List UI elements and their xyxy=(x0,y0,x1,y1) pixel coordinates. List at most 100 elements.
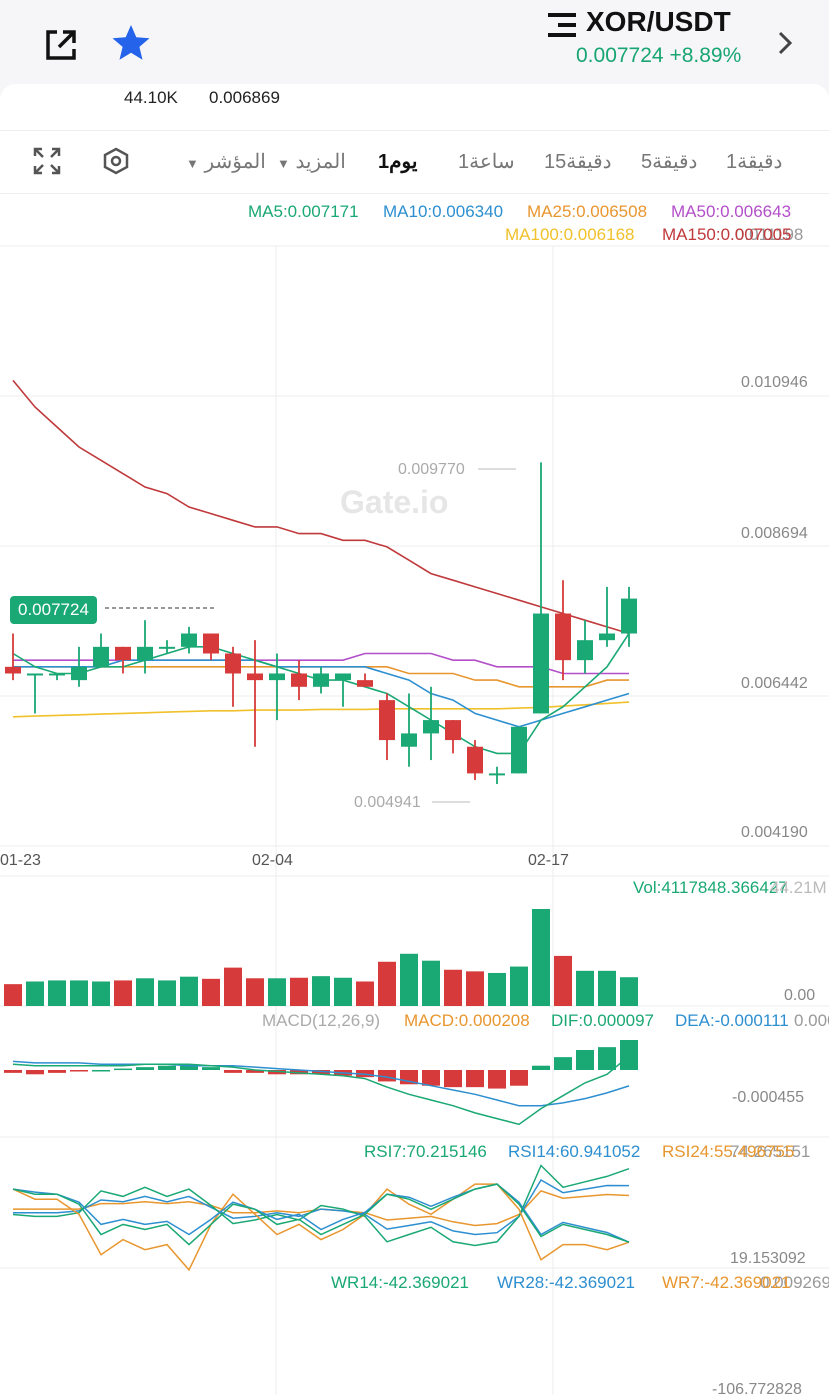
macd-histogram-bar xyxy=(48,1070,66,1073)
stats-row: 44.10K 0.006869 xyxy=(0,84,829,130)
volume-bar xyxy=(620,977,638,1006)
tab-15m[interactable]: 15دقيقة xyxy=(544,151,612,173)
macd-histogram-bar xyxy=(466,1070,484,1088)
candle-body xyxy=(467,746,483,774)
ma5-label: MA5:0.007171 xyxy=(248,202,359,221)
macd-dea-line xyxy=(12,1060,630,1107)
high-price-label: 0.009770 xyxy=(398,461,465,478)
volume-bar xyxy=(400,953,418,1006)
candle-body xyxy=(423,720,439,734)
tab-1h[interactable]: 1ساعة xyxy=(458,151,515,173)
volume-overlap: 44.21M xyxy=(770,878,827,897)
candle-body xyxy=(401,733,417,747)
candle-body xyxy=(357,680,373,687)
candle-body xyxy=(335,673,351,681)
candle-body xyxy=(5,666,21,674)
macd-histogram-bar xyxy=(488,1070,506,1089)
candle-body xyxy=(533,613,549,714)
wr14-label: WR14:-42.369021 xyxy=(331,1273,469,1292)
volume-bar xyxy=(48,980,66,1006)
volume-bar xyxy=(136,978,154,1006)
wr28-line xyxy=(12,1183,630,1243)
price-axis-label: 0.008694 xyxy=(741,525,808,542)
volume-bar xyxy=(444,969,462,1006)
macd-histogram-bar xyxy=(246,1070,264,1073)
volume-bar xyxy=(114,980,132,1006)
volume-label: Vol:4117848.366427 xyxy=(633,878,788,897)
menu-icon[interactable] xyxy=(548,12,576,38)
tab-1m[interactable]: 1دقيقة xyxy=(726,151,783,173)
candle-body xyxy=(269,673,285,681)
ma-overlap-value: 0.011198 xyxy=(735,225,804,244)
volume-bar xyxy=(422,960,440,1006)
price-axis-label: 0.010946 xyxy=(741,374,808,391)
tab-5m[interactable]: 5دقيقة xyxy=(641,151,698,173)
macd-dif-line xyxy=(12,1055,630,1126)
date-axis-label: 02-04 xyxy=(252,852,293,869)
candlestick-chart[interactable] xyxy=(0,245,829,1395)
volume-bar xyxy=(576,970,594,1006)
candle-body xyxy=(511,726,527,774)
volume-bar xyxy=(554,955,572,1006)
macd-axis-min: -0.000455 xyxy=(732,1089,805,1106)
macd-histogram-bar xyxy=(576,1050,594,1070)
fullscreen-icon[interactable] xyxy=(33,147,61,175)
macd-dif: DIF:0.000097 xyxy=(551,1011,655,1030)
macd-histogram-bar xyxy=(92,1070,110,1072)
volume-bar xyxy=(26,981,44,1006)
ma100-line xyxy=(12,701,630,718)
tab-1d[interactable]: 1يوم xyxy=(378,151,418,173)
macd-histogram-bar xyxy=(26,1070,44,1075)
macd-histogram-bar xyxy=(4,1070,22,1073)
volume-stat: 44.10K xyxy=(124,88,178,107)
price-axis-label: 0.006442 xyxy=(741,675,808,692)
rsi-axis-min: 19.153092 xyxy=(730,1250,806,1267)
volume-bar xyxy=(268,978,286,1006)
candle-body xyxy=(137,646,153,661)
ma150-line xyxy=(12,379,630,635)
candle-body xyxy=(27,673,43,676)
macd-value: MACD:0.000208 xyxy=(404,1011,530,1030)
ma100-label: MA100:0.006168 xyxy=(505,225,635,244)
low-price-label: 0.004941 xyxy=(354,794,421,811)
candle-body xyxy=(49,673,65,676)
candle-body xyxy=(489,773,505,776)
current-price-tag: 0.007724 xyxy=(10,596,97,624)
indicator-dropdown[interactable]: ▼ المؤشر xyxy=(186,151,266,173)
rsi-overlap: 74.265151 xyxy=(730,1142,811,1161)
candle-body xyxy=(71,666,87,681)
chevron-right-icon[interactable] xyxy=(775,30,795,56)
volume-axis-min: 0.00 xyxy=(784,987,816,1004)
macd-histogram-bar xyxy=(620,1040,638,1070)
macd-histogram-bar xyxy=(180,1064,198,1070)
macd-histogram-bar xyxy=(224,1070,242,1073)
macd-histogram-bar xyxy=(158,1065,176,1070)
candle-body xyxy=(621,598,637,634)
macd-histogram-bar xyxy=(598,1047,616,1070)
external-link-icon[interactable] xyxy=(42,26,80,64)
more-dropdown[interactable]: ▼ المزيد xyxy=(277,151,346,173)
volume-bar xyxy=(598,970,616,1006)
wr-axis-min: -106.772828 xyxy=(712,1381,802,1398)
volume-bar xyxy=(246,978,264,1006)
volume-bar xyxy=(378,961,396,1006)
star-icon[interactable] xyxy=(110,22,152,64)
macd-histogram-bar xyxy=(532,1065,550,1070)
price-axis-label: 0.004190 xyxy=(741,824,808,841)
macd-histogram-bar xyxy=(290,1070,308,1075)
candle-body xyxy=(577,640,593,661)
macd-histogram-bar xyxy=(422,1070,440,1086)
rsi7-label: RSI7:70.215146 xyxy=(364,1142,487,1161)
volume-bar xyxy=(158,980,176,1006)
ma10-label: MA10:0.006340 xyxy=(383,202,504,221)
volume-bar xyxy=(4,984,22,1006)
candle-body xyxy=(379,700,395,741)
volume-bar xyxy=(334,977,352,1006)
macd-histogram-bar xyxy=(378,1070,396,1082)
settings-icon[interactable] xyxy=(102,147,130,175)
date-axis-label: 02-17 xyxy=(528,852,569,869)
pair-title[interactable]: XOR/USDT xyxy=(586,6,731,37)
rsi24-label: RSI24:55.496755 xyxy=(662,1142,795,1161)
wr28-label: WR28:-42.369021 xyxy=(497,1273,635,1292)
macd-histogram-bar xyxy=(70,1070,88,1072)
